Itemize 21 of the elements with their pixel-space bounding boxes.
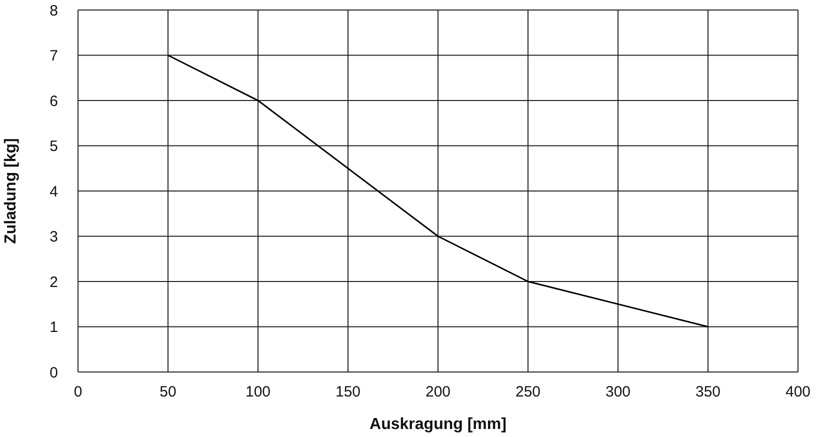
x-tick-label: 200 xyxy=(425,384,451,401)
y-tick-label: 3 xyxy=(50,228,58,246)
y-tick-label: 6 xyxy=(50,92,58,110)
x-tick-label: 0 xyxy=(74,384,82,401)
y-tick-label: 0 xyxy=(50,364,58,382)
x-tick-label: 50 xyxy=(160,384,176,401)
x-tick-label: 350 xyxy=(695,384,721,401)
y-tick-label: 2 xyxy=(50,274,58,291)
x-tick-label: 250 xyxy=(515,384,541,401)
x-axis-title: Auskragung [mm] xyxy=(370,416,506,433)
y-tick-label: 1 xyxy=(50,319,58,336)
y-axis-title: Zuladung [kg] xyxy=(2,138,20,244)
x-tick-label: 150 xyxy=(335,384,361,401)
x-tick-label: 400 xyxy=(785,384,811,401)
y-tick-label: 8 xyxy=(50,2,58,20)
y-tick-label: 5 xyxy=(50,138,58,156)
x-tick-label: 300 xyxy=(605,384,631,401)
line-series xyxy=(167,54,709,328)
x-tick-label: 100 xyxy=(245,384,271,401)
y-tick-label: 7 xyxy=(50,48,58,65)
y-tick-label: 4 xyxy=(50,183,58,200)
